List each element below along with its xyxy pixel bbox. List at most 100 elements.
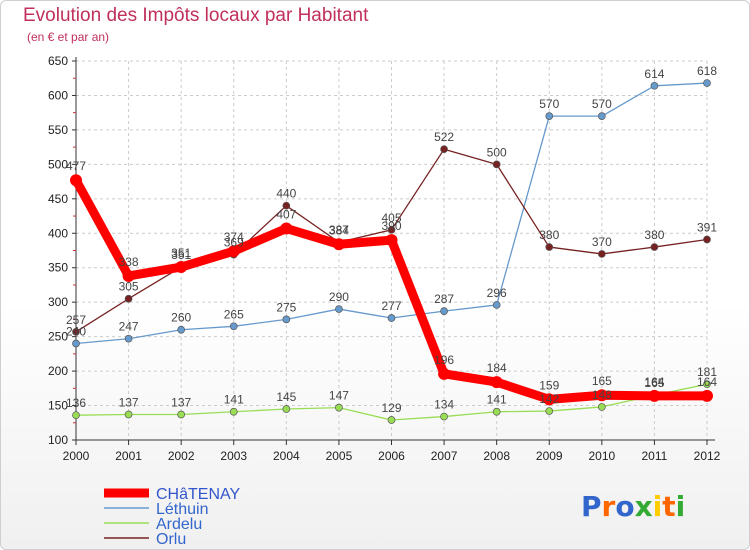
data-label: 351: [171, 248, 191, 262]
data-point: [703, 380, 711, 389]
data-label: 181: [697, 365, 717, 379]
data-point: [492, 160, 501, 169]
data-label: 277: [381, 299, 401, 313]
logo-text: Proxiti: [581, 490, 685, 523]
data-point: [72, 339, 80, 348]
data-point: [282, 201, 291, 210]
data-label: 257: [66, 313, 86, 327]
data-label: 290: [329, 290, 349, 304]
x-tick-label: 2002: [168, 449, 195, 463]
y-axis-ticks: 100 150 200 250 300 350 400 450 500 550 600 650: [48, 54, 76, 447]
data-point: [387, 225, 396, 234]
data-point: [282, 405, 291, 413]
data-point: [332, 238, 345, 251]
data-label: 407: [276, 207, 296, 221]
data-point: [492, 301, 501, 309]
data-label: 405: [381, 211, 401, 225]
data-label: 391: [697, 220, 717, 234]
data-label: 384: [329, 223, 349, 237]
x-tick-label: 2005: [326, 449, 353, 463]
y-tick-label: 400: [48, 226, 68, 240]
x-tick-label: 2009: [536, 449, 563, 463]
x-axis-ticks: 2000 2001 2002 2003 2004 2005 2006 2007 2008 2009…: [63, 440, 721, 463]
data-label: 618: [697, 64, 717, 78]
data-label: 159: [539, 378, 559, 392]
data-label: 374: [224, 230, 244, 244]
x-tick-label: 2008: [483, 449, 510, 463]
data-label: 351: [171, 246, 191, 260]
data-label: 614: [644, 67, 664, 81]
data-label: 164: [697, 375, 717, 389]
data-label: 477: [66, 159, 86, 173]
data-point: [490, 376, 503, 389]
data-point: [597, 112, 606, 120]
data-point: [335, 305, 343, 313]
x-tick-label: 2006: [378, 449, 405, 463]
data-point: [648, 389, 661, 402]
chart-title: Evolution des Impôts locaux par Habitant: [23, 5, 369, 26]
data-label: 440: [276, 187, 296, 201]
data-label: 134: [434, 398, 454, 412]
data-point: [440, 307, 448, 315]
data-label: 390: [381, 219, 401, 233]
data-label: 141: [224, 393, 244, 407]
data-point: [543, 393, 556, 406]
data-point: [545, 243, 554, 251]
data-label: 296: [487, 286, 507, 300]
data-point: [387, 314, 396, 322]
data-label: 265: [224, 307, 244, 321]
x-tick-label: 2000: [63, 449, 90, 463]
y-tick-label: 300: [48, 295, 68, 309]
data-label: 338: [119, 255, 139, 269]
data-label: 380: [539, 228, 559, 242]
data-point: [703, 79, 711, 87]
chart-subtitle: (en € et par an): [27, 30, 110, 44]
data-label: 570: [539, 97, 559, 111]
data-label: 147: [329, 389, 349, 403]
data-label: 369: [224, 236, 244, 250]
data-label: 165: [644, 376, 664, 390]
data-point: [335, 403, 343, 412]
data-label: 275: [276, 300, 296, 314]
x-tick-label: 2011: [642, 449, 668, 463]
y-tick-label: 550: [48, 123, 68, 137]
data-label: 305: [119, 280, 139, 294]
data-point: [545, 112, 554, 120]
data-label: 137: [119, 396, 139, 410]
data-point: [229, 322, 238, 331]
data-point: [703, 235, 711, 244]
data-label: 129: [381, 401, 401, 415]
series-points: [70, 79, 713, 424]
data-label: 145: [276, 390, 296, 404]
data-label: 164: [644, 375, 664, 389]
x-tick-label: 2007: [431, 449, 458, 463]
data-label: 184: [487, 361, 507, 375]
data-label: 148: [592, 388, 612, 402]
data-label: 260: [171, 311, 191, 325]
data-label: 370: [592, 235, 612, 249]
data-point: [227, 245, 240, 258]
y-tick-label: 450: [48, 192, 68, 206]
data-point: [282, 315, 291, 324]
data-point: [229, 407, 238, 416]
x-tick-label: 2003: [220, 449, 247, 463]
data-label: 247: [119, 320, 139, 334]
legend-label: CHâTENAY: [156, 486, 240, 503]
data-point: [72, 327, 80, 336]
data-point: [177, 410, 186, 419]
x-tick-label: 2010: [588, 449, 615, 463]
y-tick-label: 350: [48, 261, 68, 275]
y-tick-label: 650: [48, 54, 68, 68]
data-point: [387, 416, 396, 424]
data-point: [650, 243, 659, 251]
legend-label: Léthuin: [156, 501, 209, 518]
data-point: [124, 410, 133, 419]
data-point: [72, 411, 80, 420]
y-tick-label: 600: [48, 88, 68, 102]
data-label: 240: [66, 325, 86, 339]
x-tick-label: 2001: [115, 449, 142, 463]
y-tick-label: 200: [48, 364, 68, 378]
data-point: [492, 407, 501, 416]
x-tick-label: 2012: [694, 449, 721, 463]
